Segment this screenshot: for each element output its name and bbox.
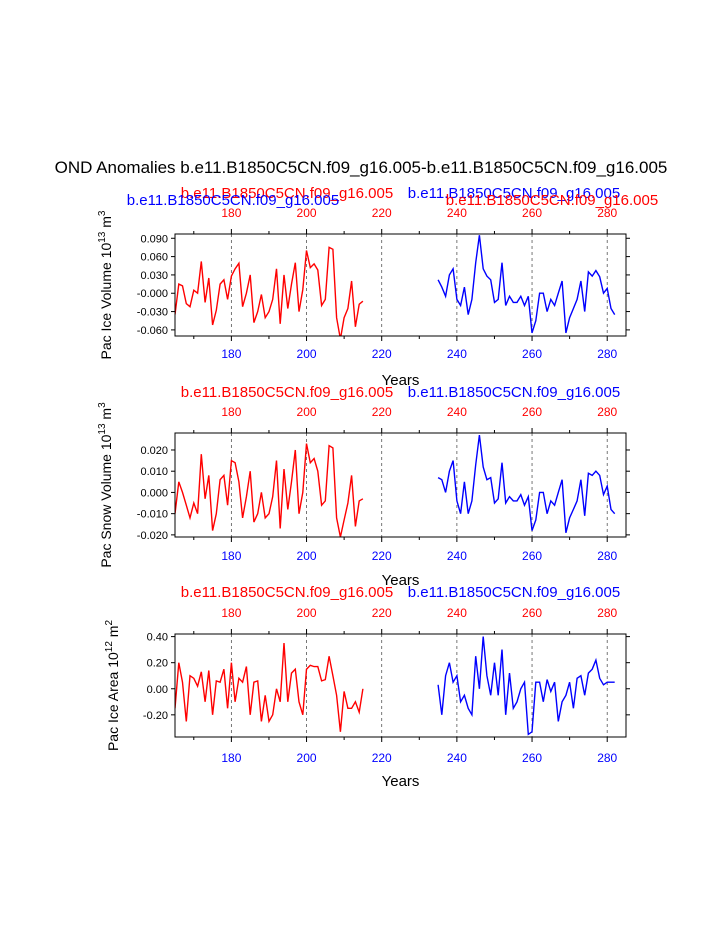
snow-volume-panel: -0.020 -0.010 0.000 0.010 0.020 180 180 200 200 2…: [97, 384, 630, 589]
x-tick-label-top: 280: [597, 405, 617, 419]
x-tick-label-top: 240: [447, 405, 467, 419]
x-tick-label-top: 260: [522, 405, 542, 419]
x-axis-label: Years: [382, 372, 420, 389]
x-tick-label-top: 260: [522, 606, 542, 620]
x-tick-label-bottom: 280: [597, 549, 617, 563]
x-tick-label-top: 200: [297, 606, 317, 620]
ice-volume-panel: -0.060 -0.030 -0.000 0.030 0.060 0.090 180 180 2…: [97, 185, 658, 389]
y-axis-label: Pac Snow Volume 1013 m3: [97, 402, 114, 568]
case-label: b.e11.B1850C5CN.f09_g16.005: [408, 584, 620, 601]
x-tick-label-top: 220: [372, 405, 392, 419]
x-tick-label-top: 280: [597, 606, 617, 620]
y-axis-label: Pac Ice Volume 1013 m3: [97, 210, 114, 359]
x-tick-label-top: 180: [221, 206, 241, 220]
series-line-case1: [175, 443, 364, 537]
x-tick-label-bottom: 180: [221, 751, 241, 765]
x-tick-label-bottom: 260: [522, 347, 542, 361]
case-label: b.e11.B1850C5CN.f09_g16.005: [408, 185, 620, 202]
case-label: b.e11.B1850C5CN.f09_g16.005: [446, 192, 658, 209]
y-tick-label: 0.090: [140, 233, 168, 245]
x-tick-label-bottom: 240: [447, 347, 467, 361]
x-tick-label-bottom: 200: [297, 751, 317, 765]
y-tick-label: -0.020: [137, 530, 168, 542]
series-line-case2: [437, 435, 616, 533]
plot-frame: [174, 432, 627, 538]
case-label: b.e11.B1850C5CN.f09_g16.005: [181, 384, 393, 401]
x-tick-label-bottom: 220: [372, 347, 392, 361]
y-tick-label: -0.060: [137, 325, 168, 337]
x-tick-label-bottom: 240: [447, 751, 467, 765]
x-tick-label-top: 200: [297, 405, 317, 419]
series-line-case2: [437, 235, 616, 334]
x-tick-label-top: 220: [372, 606, 392, 620]
x-tick-label-bottom: 260: [522, 549, 542, 563]
y-tick-label: 0.060: [140, 252, 168, 264]
case-label: b.e11.B1850C5CN.f09_g16.005: [127, 192, 339, 209]
series-line-case2: [437, 636, 615, 736]
y-tick-label: -0.030: [137, 307, 168, 319]
x-tick-label-top: 220: [372, 206, 392, 220]
y-tick-label: 0.010: [140, 466, 168, 478]
y-axis-label: Pac Ice Area 1012 m2: [104, 620, 121, 752]
series-line-case1: [175, 643, 364, 732]
x-tick-label-bottom: 220: [372, 751, 392, 765]
x-tick-label-bottom: 280: [597, 751, 617, 765]
x-tick-label-bottom: 280: [597, 347, 617, 361]
ice-area-panel: -0.20 0.00 0.20 0.40 180 180 200 200 220 220 240 24…: [104, 584, 630, 790]
x-tick-label-bottom: 200: [297, 549, 317, 563]
x-tick-label-bottom: 200: [297, 347, 317, 361]
figure-title: OND Anomalies b.e11.B1850C5CN.f09_g16.00…: [55, 158, 668, 177]
x-tick-label-top: 260: [522, 206, 542, 220]
x-tick-label-bottom: 180: [221, 347, 241, 361]
y-tick-label: -0.010: [137, 509, 168, 521]
x-axis-label: Years: [382, 773, 420, 790]
y-tick-label: 0.020: [140, 445, 168, 457]
y-tick-label: 0.40: [147, 632, 168, 644]
y-tick-label: 0.000: [140, 487, 168, 499]
plot-frame: [174, 233, 627, 337]
x-axis-label: Years: [382, 572, 420, 589]
x-tick-label-top: 240: [447, 606, 467, 620]
case-label: b.e11.B1850C5CN.f09_g16.005: [408, 384, 620, 401]
x-tick-label-bottom: 180: [221, 549, 241, 563]
x-tick-label-bottom: 260: [522, 751, 542, 765]
y-tick-label: 0.030: [140, 270, 168, 282]
case-label: b.e11.B1850C5CN.f09_g16.005: [181, 584, 393, 601]
y-tick-label: 0.00: [147, 684, 168, 696]
y-tick-label: -0.20: [143, 710, 168, 722]
case-label: b.e11.B1850C5CN.f09_g16.005: [181, 185, 393, 202]
y-tick-label: 0.20: [147, 658, 168, 670]
x-tick-label-bottom: 240: [447, 549, 467, 563]
y-tick-label: -0.000: [137, 288, 168, 300]
x-tick-label-top: 180: [221, 606, 241, 620]
x-tick-label-top: 200: [297, 206, 317, 220]
x-tick-label-top: 240: [447, 206, 467, 220]
x-tick-label-bottom: 220: [372, 549, 392, 563]
x-tick-label-top: 180: [221, 405, 241, 419]
x-tick-label-top: 280: [597, 206, 617, 220]
series-line-case1: [175, 246, 364, 336]
plot-frame: [174, 633, 627, 738]
